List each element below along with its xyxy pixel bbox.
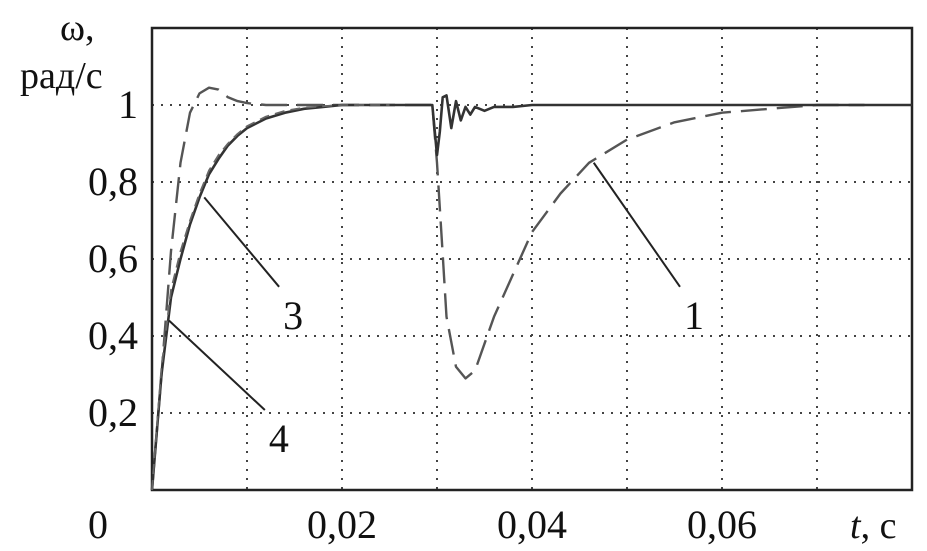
- x-tick-label: 0,04: [497, 502, 567, 547]
- y-tick-label: 0,6: [88, 236, 138, 281]
- x-axis-variable: t: [850, 505, 862, 547]
- y-axis-label-unit: рад/с: [20, 55, 103, 97]
- annotation-leader: [592, 162, 681, 288]
- series-line-2: [150, 94, 912, 491]
- annotation-leader: [203, 196, 280, 288]
- series-line-1: [150, 86, 865, 491]
- series-line-3: [151, 104, 390, 491]
- y-tick-label: 0,8: [88, 159, 138, 204]
- y-tick-label: 0,2: [88, 390, 138, 435]
- origin-label: 0: [88, 502, 108, 547]
- plot-frame: [150, 26, 914, 492]
- y-axis-label-symbol: ω,: [60, 7, 95, 49]
- curve-annotations: 3 4 1: [168, 162, 704, 461]
- annotation-label: 4: [269, 416, 289, 461]
- x-tick-label: 0,06: [687, 502, 757, 547]
- series-group: [150, 86, 912, 491]
- annotation-leader: [168, 319, 266, 411]
- x-axis-unit: , с: [861, 505, 897, 547]
- y-tick-label: 0,4: [88, 313, 138, 358]
- grid: [152, 28, 912, 490]
- x-axis-label: t, с: [850, 505, 896, 547]
- tick-labels: 0,02 0,04 0,06 0,2 0,4 0,6 0,8 1: [88, 82, 757, 547]
- annotation-label: 3: [283, 293, 303, 338]
- y-tick-label: 1: [118, 82, 138, 127]
- x-tick-label: 0,02: [307, 502, 377, 547]
- annotation-label: 1: [684, 293, 704, 338]
